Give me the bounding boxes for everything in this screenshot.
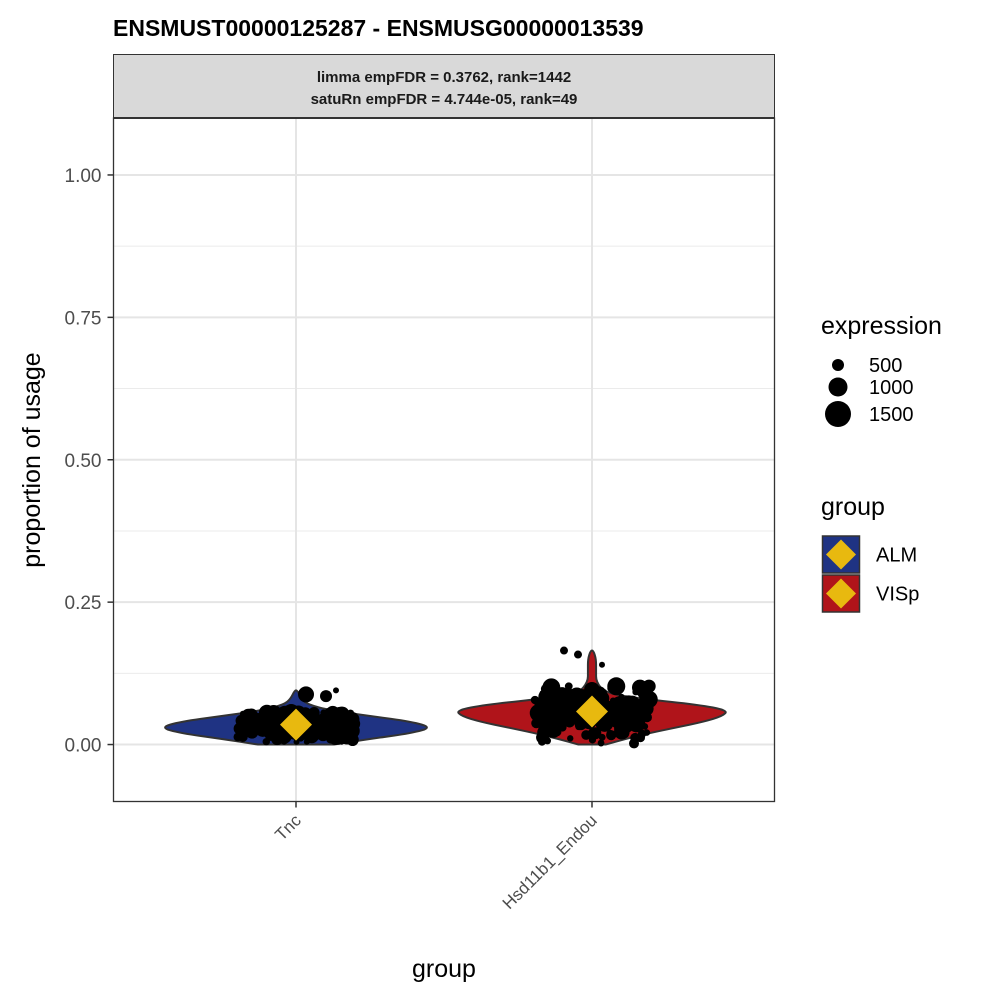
point-VISp — [566, 688, 573, 695]
point-ALM — [237, 732, 248, 742]
point-VISp — [567, 735, 574, 742]
point-VISp — [560, 646, 568, 655]
point-VISp — [599, 661, 605, 668]
point-VISp — [577, 694, 584, 701]
y-axis-label: proportion of usage — [18, 352, 46, 567]
size-legend-label: 1500 — [869, 404, 914, 426]
point-VISp — [556, 705, 565, 714]
legend-size-title: expression — [821, 312, 942, 340]
size-legend-label: 1000 — [869, 377, 914, 399]
x-axis-label: group — [412, 955, 476, 983]
point-ALM — [326, 735, 335, 744]
color-legend-diamond — [826, 539, 856, 570]
point-ALM — [281, 738, 288, 745]
point-VISp — [588, 736, 597, 744]
point-ALM — [308, 707, 320, 719]
chart-title: ENSMUST00000125287 - ENSMUSG00000013539 — [113, 15, 644, 41]
point-VISp — [636, 733, 646, 743]
point-ALM — [320, 709, 327, 716]
means — [280, 695, 608, 741]
point-ALM — [298, 686, 314, 703]
point-ALM — [321, 726, 331, 736]
point-ALM — [270, 723, 279, 732]
point-ALM — [320, 690, 332, 703]
strip-line-1: limma empFDR = 0.3762, rank=1442 — [317, 69, 571, 86]
y-tick-label: 0.25 — [65, 593, 102, 614]
point-VISp — [633, 698, 640, 705]
point-ALM — [321, 721, 329, 729]
point-ALM — [281, 709, 288, 716]
point-VISp — [564, 682, 573, 691]
point-ALM — [239, 710, 246, 717]
point-VISp — [629, 738, 639, 749]
point-ALM — [242, 714, 254, 725]
point-VISp — [536, 712, 553, 729]
point-ALM — [262, 737, 270, 746]
color-legend-label: VISp — [876, 584, 919, 606]
point-VISp — [538, 737, 546, 746]
point-VISp — [611, 719, 622, 729]
point-VISp — [610, 706, 618, 713]
point-ALM — [305, 729, 319, 744]
point-VISp — [559, 695, 570, 706]
size-legend-label: 500 — [869, 355, 902, 377]
point-VISp — [541, 701, 556, 715]
point-VISp — [626, 703, 642, 719]
point-ALM — [313, 720, 320, 727]
point-ALM — [293, 738, 300, 745]
y-axis: 0.00 0.25 0.50 0.75 1.00 — [65, 166, 114, 757]
y-tick-label: 0.75 — [65, 308, 102, 329]
point-ALM — [248, 712, 266, 730]
color-legend: ALM VISp — [821, 535, 919, 613]
point-VISp — [597, 739, 605, 747]
y-tick-label: 0.50 — [65, 451, 102, 472]
color-legend-diamond — [826, 578, 856, 609]
x-tick-label: Hsd11b1_Endou — [499, 811, 601, 913]
mean-marker-VISp — [576, 695, 608, 728]
size-legend-key — [832, 359, 844, 371]
mean-marker-ALM — [280, 708, 312, 741]
point-VISp — [638, 701, 654, 717]
strip-line-2: satuRn empFDR = 4.744e-05, rank=49 — [311, 91, 578, 108]
point-ALM — [300, 708, 309, 717]
point-VISp — [616, 710, 629, 724]
size-legend-key — [828, 377, 848, 397]
y-tick-label: 0.00 — [65, 736, 102, 757]
point-ALM — [333, 706, 346, 719]
point-ALM — [316, 714, 326, 723]
point-VISp — [584, 681, 600, 698]
point-VISp — [606, 730, 617, 741]
point-VISp — [632, 679, 648, 696]
point-ALM — [276, 714, 284, 722]
point-VISp — [601, 715, 609, 723]
point-ALM — [333, 687, 339, 694]
point-VISp — [552, 724, 559, 731]
point-ALM — [251, 725, 261, 735]
point-VISp — [540, 684, 551, 694]
point-ALM — [348, 719, 357, 728]
point-VISp — [607, 683, 616, 693]
point-VISp — [530, 695, 540, 705]
color-legend-label: ALM — [876, 545, 917, 567]
point-VISp — [588, 728, 595, 735]
x-axis: Tnc Hsd11b1_Endou — [271, 801, 601, 913]
point-VISp — [537, 725, 552, 740]
point-VISp — [581, 730, 592, 740]
y-tick-label: 1.00 — [65, 166, 102, 187]
legend-group-title: group — [821, 493, 885, 521]
point-VISp — [562, 708, 576, 723]
point-VISp — [574, 650, 582, 659]
x-tick-label: Tnc — [271, 811, 305, 845]
size-legend-key — [825, 401, 851, 427]
facet-strip — [113, 54, 775, 118]
